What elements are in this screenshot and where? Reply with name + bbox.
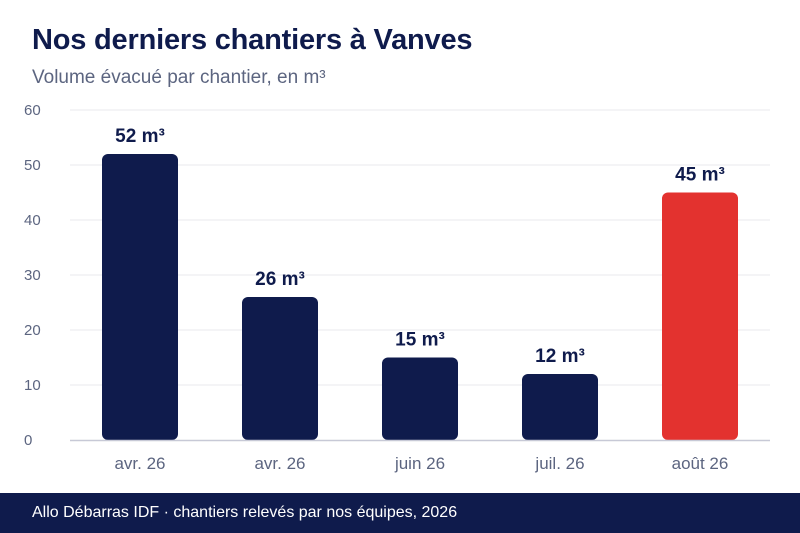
x-tick-label: avr. 26 [114, 454, 165, 473]
footer-source: Allo Débarras IDF · chantiers relevés pa… [32, 504, 458, 521]
data-label: 15 m³ [395, 330, 445, 351]
bar [102, 154, 178, 440]
x-tick-label: juin 26 [394, 454, 445, 473]
y-tick-label: 20 [24, 322, 41, 339]
bar [382, 357, 458, 440]
y-tick-label: 50 [24, 157, 41, 174]
data-label: 52 m³ [115, 126, 165, 147]
y-axis-ticks: 0 10 20 30 40 50 60 [24, 102, 41, 449]
footer-bar: Allo Débarras IDF · chantiers relevés pa… [0, 493, 800, 533]
bar [522, 374, 598, 440]
x-tick-label: avr. 26 [254, 454, 305, 473]
y-tick-label: 60 [24, 102, 41, 119]
data-labels: 52 m³ 26 m³ 15 m³ 12 m³ 45 m³ [115, 126, 725, 367]
x-tick-label: juil. 26 [534, 454, 584, 473]
data-label: 26 m³ [255, 269, 305, 290]
data-label: 45 m³ [675, 165, 725, 186]
y-tick-label: 10 [24, 377, 41, 394]
bar [242, 297, 318, 440]
data-label: 12 m³ [535, 346, 585, 367]
y-tick-label: 40 [24, 212, 41, 229]
chart-subtitle: Volume évacué par chantier, en m³ [32, 67, 326, 88]
y-tick-label: 0 [24, 432, 32, 449]
bar [662, 192, 738, 440]
x-tick-label: août 26 [672, 454, 729, 473]
bars [102, 154, 738, 440]
y-tick-label: 30 [24, 267, 41, 284]
chart-title: Nos derniers chantiers à Vanves [32, 24, 473, 56]
x-axis-ticks: avr. 26 avr. 26 juin 26 juil. 26 août 26 [114, 454, 728, 473]
